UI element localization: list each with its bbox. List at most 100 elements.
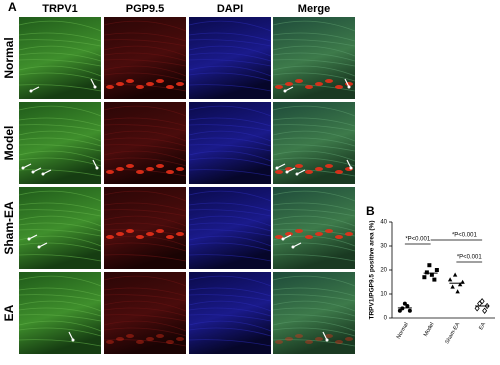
y-tick-label: 0 xyxy=(384,316,388,322)
nerve-signal xyxy=(275,235,283,239)
tissue-texture xyxy=(272,59,356,67)
data-point xyxy=(429,272,434,277)
row-label: Sham-EA xyxy=(2,201,16,255)
tissue-texture xyxy=(18,254,102,262)
nerve-signal xyxy=(325,334,333,338)
x-tick-label: Model xyxy=(423,322,436,338)
tissue-texture xyxy=(188,20,272,32)
nerve-signal xyxy=(166,340,174,344)
nerve-signal xyxy=(305,235,313,239)
tissue-texture xyxy=(103,275,187,287)
nerve-signal xyxy=(126,79,134,83)
tissue-texture xyxy=(103,117,187,127)
tissue-texture xyxy=(272,209,356,217)
data-point xyxy=(450,284,455,289)
x-tick-label: Sham-EA xyxy=(444,321,461,345)
tissue-texture xyxy=(103,84,187,92)
tissue-texture xyxy=(18,32,102,42)
tissue-texture xyxy=(18,84,102,92)
arrow-head xyxy=(29,89,33,93)
tissue-texture xyxy=(103,169,187,177)
nerve-signal xyxy=(146,167,154,171)
tissue-texture xyxy=(272,307,356,317)
nerve-signal xyxy=(136,85,144,89)
tissue-texture xyxy=(103,300,187,312)
tissue-texture xyxy=(18,59,102,67)
tissue-texture xyxy=(18,202,102,212)
tissue-texture xyxy=(272,84,356,92)
column-header: TRPV1 xyxy=(42,3,77,15)
nerve-signal xyxy=(166,85,174,89)
tissue-texture xyxy=(103,307,187,317)
nerve-signal xyxy=(106,340,114,344)
nerve-signal xyxy=(176,167,184,171)
tissue-texture xyxy=(272,190,356,202)
nerve-signal xyxy=(106,85,114,89)
arrow-head xyxy=(285,170,289,174)
nerve-signal xyxy=(156,229,164,233)
nerve-signal xyxy=(275,340,283,344)
tissue-texture xyxy=(103,242,187,252)
tissue-texture xyxy=(272,45,356,57)
arrow-head xyxy=(291,245,295,249)
nerve-signal xyxy=(285,337,293,341)
tissue-texture xyxy=(103,327,187,337)
tissue-texture xyxy=(188,235,272,247)
tissue-texture xyxy=(18,117,102,127)
tissue-texture xyxy=(272,65,356,77)
data-point xyxy=(447,277,453,282)
arrow-head xyxy=(37,245,41,249)
tissue-texture xyxy=(18,105,102,117)
arrow-head xyxy=(71,338,75,342)
tissue-texture xyxy=(272,52,356,62)
data-point xyxy=(457,282,463,287)
nerve-signal xyxy=(176,232,184,236)
row-label: EA xyxy=(2,304,16,321)
panel-label: A xyxy=(8,0,17,14)
data-point xyxy=(484,302,490,310)
data-point xyxy=(432,277,437,282)
tissue-texture xyxy=(18,169,102,177)
y-axis-label: TRPV1/PGP9.5 positive area (%) xyxy=(369,221,376,320)
tissue-texture xyxy=(272,105,356,117)
annotation: *P<0.001 xyxy=(457,255,483,261)
column-header: DAPI xyxy=(217,3,243,15)
tissue-texture xyxy=(188,157,272,167)
data-point xyxy=(427,263,432,268)
tissue-texture xyxy=(188,84,272,92)
arrow-head xyxy=(283,89,287,93)
data-point xyxy=(407,308,412,313)
y-tick-label: 30 xyxy=(380,244,387,250)
tissue-texture xyxy=(188,254,272,262)
tissue-texture xyxy=(272,39,356,47)
data-point xyxy=(479,298,485,305)
tissue-texture xyxy=(272,20,356,32)
tissue-texture xyxy=(18,327,102,337)
tissue-texture xyxy=(188,320,272,332)
tissue-texture xyxy=(272,72,356,82)
tissue-texture xyxy=(18,287,102,297)
tissue-texture xyxy=(188,124,272,132)
nerve-signal xyxy=(335,170,343,174)
nerve-signal xyxy=(106,235,114,239)
tissue-texture xyxy=(188,275,272,287)
tissue-texture xyxy=(18,20,102,32)
tissue-texture xyxy=(272,300,356,312)
nerve-signal xyxy=(156,334,164,338)
nerve-signal xyxy=(285,82,293,86)
tissue-texture xyxy=(272,327,356,337)
tissue-texture xyxy=(103,72,187,82)
data-point xyxy=(405,304,410,308)
tissue-texture xyxy=(18,45,102,57)
tissue-texture xyxy=(103,320,187,332)
nerve-signal xyxy=(126,229,134,233)
nerve-signal xyxy=(106,170,114,174)
y-tick-label: 10 xyxy=(380,292,387,298)
tissue-texture xyxy=(188,300,272,312)
arrow-head xyxy=(27,237,31,241)
tissue-texture xyxy=(272,314,356,322)
tissue-texture xyxy=(188,117,272,127)
nerve-signal xyxy=(305,340,313,344)
nerve-signal xyxy=(315,167,323,171)
tissue-texture xyxy=(103,209,187,217)
